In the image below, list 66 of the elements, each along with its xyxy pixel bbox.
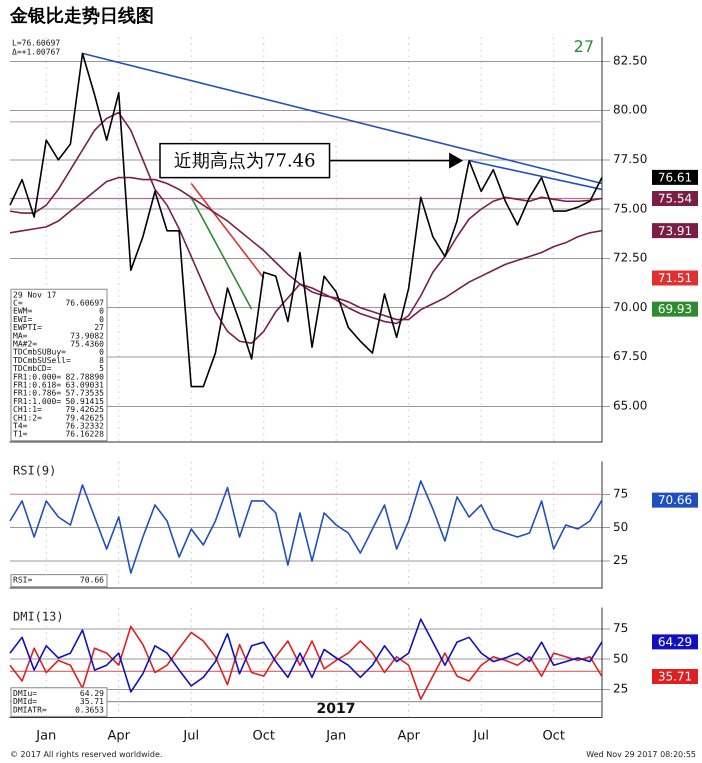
x-tick-label: Jul [472,728,490,744]
y-tick-label: 75 [613,620,628,635]
text: DMIATR= 0.3653 [13,705,104,714]
annotation: Δ=+1.00767 [12,48,60,57]
text: MA= 73.9082 [13,331,104,340]
text: 64.29 [658,634,692,649]
text: CH1:2= 79.42625 [13,413,104,422]
annotation: 70.66 [80,576,104,585]
text: 27 [574,36,594,56]
annotation: 29 Nov 17 [13,290,57,300]
text: 75.54 [658,192,692,206]
text: DMId= [13,697,38,706]
text: EWPTI= [13,323,42,332]
text: 35.71 [658,670,692,684]
text: Wed Nov 29 2017 08:20:55 [586,750,696,760]
annotation: L=76.60697 [12,38,60,48]
text: 70.66 [658,493,692,508]
chart-title: RSI(9) [13,463,56,478]
text: C= 76.60697 [13,298,104,308]
text: MA#2= 75.4360 [13,339,104,348]
x-tick-label: Jan [35,728,56,744]
text: EWM= 0 [13,306,104,316]
y-tick-label: 82.50 [613,53,648,68]
annotation: FR1:0.000= 82.78890 [13,372,104,382]
annotation: 64.29 [80,688,104,698]
chart-title: DMI(13) [13,609,64,624]
text: CH1:1= 79.42625 [13,405,104,414]
annotation: 27 [94,323,104,332]
text: 69.93 [658,302,692,316]
y-tick-label: 72.50 [613,250,648,265]
annotation: 近期高点为77.46 [174,150,316,172]
text: DMIu= [13,688,38,698]
annotation: FR1:0.618= 63.09031 [13,380,104,390]
text: T1= 76.16228 [13,430,104,439]
x-tick-label: Apr [107,728,131,744]
text: TDCmbCD= 5 [13,364,104,374]
y-tick-label: 80.00 [613,102,648,117]
annotation: 2017 [316,701,356,718]
y-tick-label: 25 [613,682,628,696]
text: T4= 76.32332 [13,421,104,430]
annotation: 35.71 [80,697,104,706]
y-tick-label: 65.00 [613,398,648,412]
x-tick-label: Oct [252,728,275,744]
text: © 2017 All rights reserved worldwide. [10,750,162,760]
y-tick-label: 77.50 [613,152,648,166]
x-tick-label: Apr [397,728,421,744]
y-tick-label: 75 [613,486,628,500]
text: 71.51 [658,271,692,286]
x-tick-label: Jul [182,728,200,744]
annotation: FR1:0.786= 57.73535 [13,388,104,398]
text: 76.61 [658,170,692,185]
text: EWI= 0 [13,314,104,324]
y-tick-label: 50 [613,520,628,534]
text: 73.91 [658,224,692,238]
text: TDCmbSUBuy= 0 [13,348,104,357]
x-tick-label: Oct [542,728,565,744]
text: TDCmbSUSell= 8 [13,356,104,365]
y-tick-label: 25 [613,553,628,568]
y-tick-label: 67.50 [613,349,648,364]
y-tick-label: 75.00 [613,201,648,216]
x-tick-label: Jan [325,728,346,744]
y-tick-label: 50 [613,651,628,666]
annotation: FR1:1.000= 50.91415 [13,396,104,406]
y-tick-label: 70.00 [613,300,648,314]
chart-title: 金银比走势日线图 [9,5,154,26]
text: RSI= [13,576,32,585]
